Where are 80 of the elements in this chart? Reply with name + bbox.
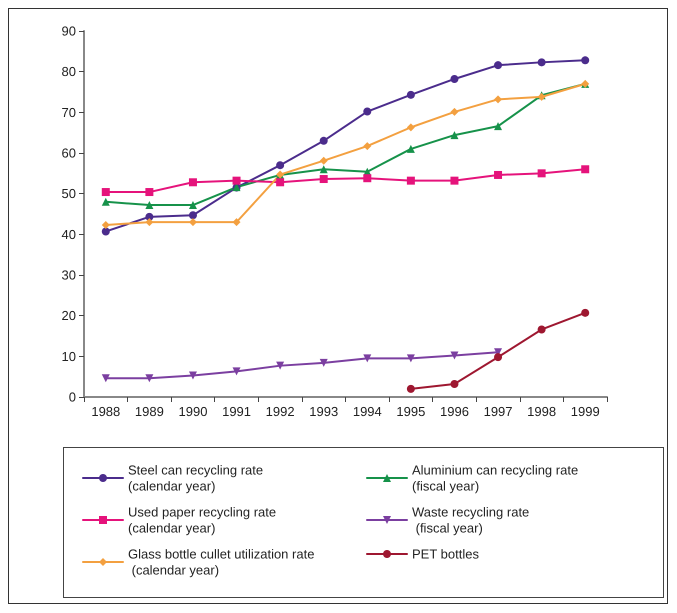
- point: [450, 352, 458, 360]
- point: [581, 308, 590, 317]
- x-tick-label: 1991: [222, 404, 252, 419]
- point: [494, 122, 502, 130]
- legend-label: Aluminium can recycling rate (fiscal year): [412, 462, 578, 494]
- point: [450, 108, 458, 116]
- y-tick-label: 10: [62, 348, 76, 364]
- legend-label: Steel can recycling rate (calendar year): [128, 462, 264, 494]
- point: [581, 165, 590, 174]
- point: [188, 201, 197, 210]
- legend-label: Waste recycling rate (fiscal year): [412, 504, 530, 536]
- legend-label: PET bottles: [412, 546, 480, 562]
- x-tick-label: 1989: [134, 404, 164, 419]
- point: [188, 218, 197, 226]
- point: [363, 174, 372, 182]
- point: [232, 218, 241, 226]
- point: [406, 176, 415, 185]
- point: [188, 178, 197, 186]
- y-tick-label: 60: [62, 146, 76, 160]
- point: [276, 161, 284, 170]
- legend-label: Used paper recycling rate (calendar year): [128, 504, 276, 536]
- y-tick-label: 80: [62, 64, 76, 80]
- x-tick-label: 1998: [527, 404, 556, 419]
- x-tick-label: 1995: [396, 404, 426, 419]
- point: [320, 165, 328, 174]
- point: [102, 198, 110, 206]
- point: [145, 374, 154, 382]
- y-tick-label: 70: [62, 104, 76, 120]
- point: [188, 371, 197, 380]
- point: [102, 220, 110, 229]
- x-tick-label: 1997: [484, 404, 513, 419]
- point: [102, 227, 110, 236]
- point: [494, 95, 502, 104]
- point: [320, 156, 328, 165]
- point: [145, 201, 154, 210]
- point: [363, 354, 372, 362]
- y-tick-label: 40: [62, 226, 76, 242]
- x-tick-label: 1996: [440, 404, 469, 419]
- point: [102, 374, 110, 382]
- point: [320, 358, 328, 367]
- point: [406, 90, 415, 99]
- x-tick-label: 1994: [352, 404, 382, 419]
- point: [406, 354, 415, 362]
- point: [494, 61, 502, 70]
- point: [406, 384, 415, 393]
- point: [145, 218, 154, 226]
- point: [406, 144, 415, 153]
- y-tick-label: 0: [68, 390, 76, 404]
- point: [276, 362, 284, 370]
- y-tick-label: 90: [62, 24, 76, 38]
- point: [538, 169, 546, 178]
- point: [494, 170, 502, 179]
- point: [232, 176, 241, 185]
- point: [363, 142, 372, 150]
- point: [450, 131, 458, 140]
- point: [581, 56, 590, 64]
- point: [494, 353, 502, 362]
- point: [406, 123, 415, 132]
- x-tick-label: 1990: [178, 404, 208, 419]
- point: [450, 74, 458, 83]
- point: [450, 176, 458, 185]
- x-tick-label: 1988: [91, 404, 120, 419]
- point: [538, 325, 546, 334]
- y-tick-label: 20: [62, 308, 76, 324]
- x-tick-label: 1999: [570, 404, 600, 419]
- point: [232, 367, 241, 376]
- x-tick-label: 1992: [266, 404, 295, 419]
- point: [363, 108, 372, 116]
- y-tick-label: 50: [62, 186, 76, 202]
- legend-label: Glass bottle cullet utilization rate (calendar year): [128, 546, 314, 578]
- point: [145, 188, 154, 196]
- y-tick-label: 30: [62, 268, 76, 282]
- point: [188, 211, 197, 220]
- point: [320, 175, 328, 184]
- point: [102, 188, 110, 196]
- point: [450, 380, 458, 388]
- x-tick-label: 1993: [309, 404, 338, 419]
- point: [276, 178, 284, 186]
- point: [538, 58, 546, 66]
- point: [320, 136, 328, 145]
